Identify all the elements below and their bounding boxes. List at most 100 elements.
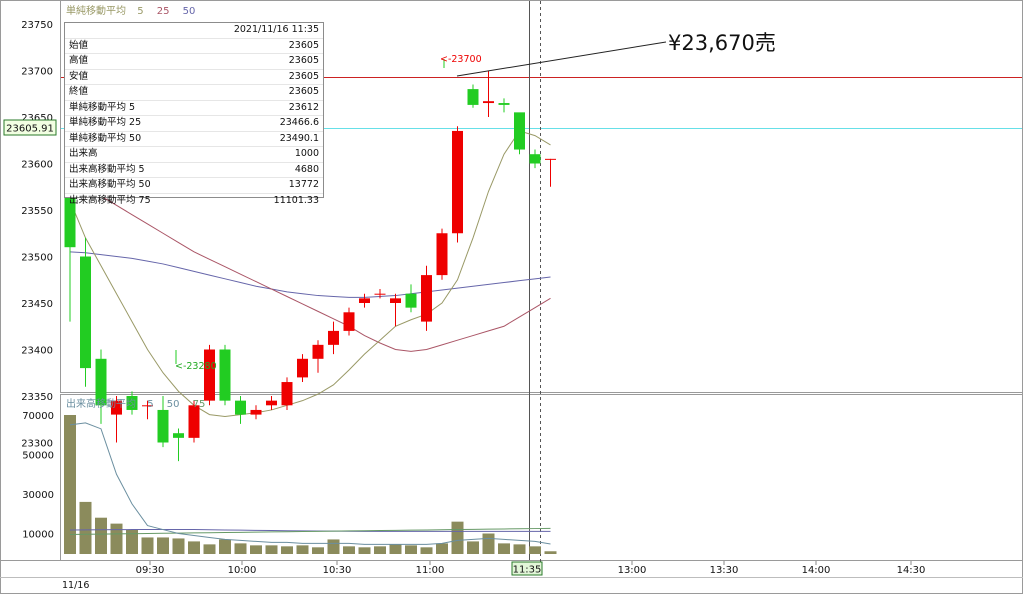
volume-bar — [281, 546, 293, 554]
volume-bar — [529, 546, 541, 554]
volume-bar — [141, 537, 154, 554]
candle-body — [343, 312, 355, 331]
candle-body — [374, 293, 386, 295]
tooltip-row: 出来高移動平均 50 13772 — [65, 178, 323, 194]
candle-body — [250, 409, 262, 415]
volume-bar — [296, 545, 309, 554]
tooltip-row-label: 単純移動平均 5 — [69, 101, 136, 113]
tooltip-row-value: 1000 — [294, 148, 319, 159]
cursor-time-box — [511, 561, 543, 576]
candle-body — [405, 293, 417, 308]
volume-bar — [343, 546, 355, 554]
tooltip-row-label: 始値 — [69, 39, 89, 51]
time-tick-label: 13:00 — [618, 565, 647, 576]
volume-bar — [513, 544, 526, 554]
volume-bar — [467, 541, 479, 554]
tooltip-row-label: 単純移動平均 25 — [69, 117, 142, 128]
time-axis: 09:30 10:00 10:30 11:00 13:00 13:30 14:00 14:30 — [136, 561, 926, 576]
tooltip-row-value: 23466.6 — [279, 117, 319, 128]
tooltip-row-label: 出来高移動平均 75 — [69, 194, 151, 206]
ma5-line — [69, 130, 551, 417]
time-tick-label: 11:00 — [416, 565, 445, 576]
volume-bar — [172, 538, 185, 554]
candle-body — [529, 154, 541, 164]
volume-y-axis: 70000 50000 30000 10000 — [22, 411, 54, 541]
time-tick-label: 14:00 — [802, 565, 831, 576]
volume-bar — [79, 501, 92, 554]
volume-bar — [389, 544, 402, 554]
ma25-line — [69, 177, 551, 352]
price-indicator-title: 単純移動平均 — [66, 4, 126, 17]
candle-body — [452, 130, 463, 234]
vma5-period: 5 — [147, 399, 153, 410]
vma75-period: 75 — [193, 399, 206, 410]
tooltip-row-value: 4680 — [294, 163, 319, 175]
tooltip-row-label: 出来高移動平均 5 — [69, 163, 145, 175]
volume-bar — [498, 543, 510, 554]
current-price-box — [3, 119, 57, 136]
tooltip-row-label: 単純移動平均 50 — [69, 132, 142, 144]
candle-body — [219, 349, 231, 401]
tooltip-row-label: 終値 — [69, 86, 89, 97]
volume-tick-label: 70000 — [22, 411, 54, 422]
ohlc-tooltip: 2021/11/16 11:35 始値 23605 高値 23605 安値 23605 終値… — [64, 22, 324, 206]
ma5-period: 5 — [137, 6, 143, 17]
candle-body — [64, 182, 76, 248]
tooltip-row-label: 出来高 — [69, 148, 98, 159]
volume-bar — [188, 541, 200, 554]
ma50-period: 50 — [183, 6, 196, 17]
ma25-period: 25 — [157, 6, 170, 17]
volume-bar — [374, 546, 386, 554]
volume-bar — [358, 547, 371, 554]
high-marker: <-23700 — [440, 54, 482, 65]
tooltip-row: 始値 23605 — [65, 39, 323, 54]
volume-bars — [64, 415, 557, 554]
sell-annotation: ¥23,670売 — [668, 31, 776, 55]
time-tick-label: 09:30 — [136, 565, 165, 576]
volume-bar — [250, 545, 262, 554]
candle-body — [281, 382, 293, 406]
volume-indicator-legend: 出来高移動平均 5 50 75 — [66, 397, 205, 410]
candle-body — [188, 405, 200, 438]
date-label: 11/16 — [62, 580, 89, 591]
annotation-leader — [456, 41, 667, 77]
candle-body — [467, 89, 479, 105]
low-marker: <-23280 — [175, 361, 217, 372]
tooltip-row-value: 23490.1 — [279, 132, 319, 144]
price-tick-label: 23450 — [21, 299, 53, 310]
time-tick-label: 13:30 — [710, 565, 739, 576]
price-tick-label: 23600 — [21, 160, 53, 171]
current-price-label: 23605.91 — [6, 124, 54, 135]
price-tick-label: 23500 — [21, 253, 53, 264]
volume-bar — [265, 545, 278, 554]
tooltip-row: 出来高移動平均 5 4680 — [65, 163, 323, 178]
moving-average-lines — [69, 130, 551, 417]
candle-body — [157, 409, 169, 443]
tooltip-row: 単純移動平均 5 23612 — [65, 101, 323, 116]
tooltip-row-label: 安値 — [69, 70, 89, 82]
vma50-period: 50 — [167, 399, 180, 410]
volume-bar — [110, 523, 123, 554]
candle-body — [328, 330, 339, 345]
tooltip-row: 出来高 1000 — [65, 147, 323, 163]
candle-body — [312, 344, 324, 359]
candlesticks — [64, 70, 556, 462]
tooltip-row-value: 11101.33 — [273, 194, 319, 206]
volume-bar — [451, 521, 464, 554]
candle-body — [436, 233, 448, 276]
volume-tick-label: 10000 — [22, 530, 54, 541]
cursor-time-label: 11:35 — [513, 565, 542, 576]
candle-body — [111, 400, 122, 415]
tooltip-row: 高値 23605 — [65, 54, 323, 70]
price-tick-label: 23700 — [21, 67, 53, 78]
candle-body — [297, 358, 308, 378]
volume-bar — [95, 517, 107, 554]
candle-body — [266, 400, 277, 406]
volume-bar — [544, 551, 557, 554]
price-panel-frame — [60, 0, 1023, 393]
time-tick-label: 14:30 — [897, 565, 926, 576]
price-tick-label: 23300 — [21, 439, 53, 450]
candle-body — [359, 298, 370, 303]
price-tick-label: 23650 — [21, 113, 53, 124]
volume-indicator-title: 出来高移動平均 — [66, 397, 136, 410]
